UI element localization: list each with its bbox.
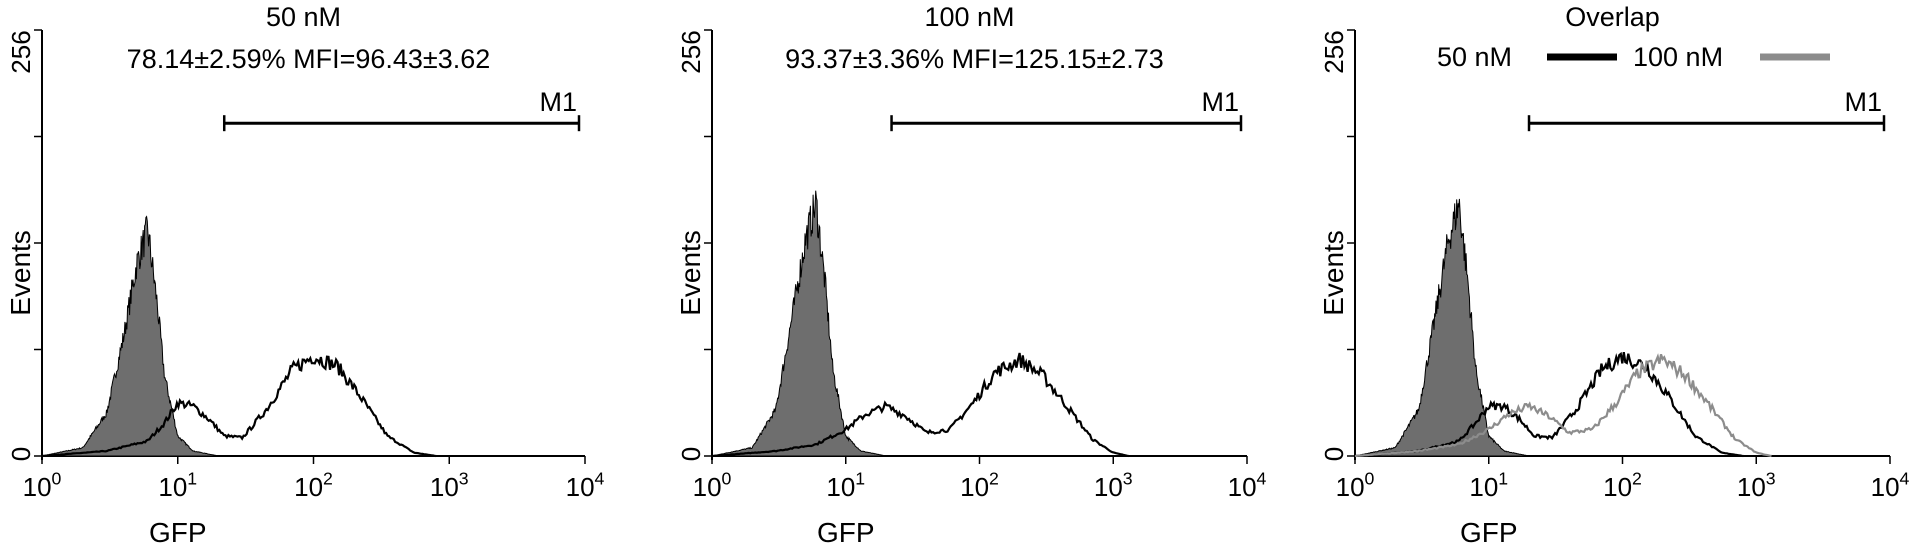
x-tick-label: 100 [1336, 468, 1375, 502]
x-tick-label: 103 [1737, 468, 1776, 502]
panel-title: Overlap [1565, 2, 1660, 32]
panel-title: 100 nM [924, 2, 1014, 32]
histogram-panel-2: 100 101 102 103 104 256 0 Events GFP 100 nM 93.37±… [675, 2, 1267, 548]
x-tick-label: 104 [1871, 468, 1910, 502]
control-histogram [1354, 198, 1530, 457]
marker-m1-label: M1 [1844, 87, 1882, 117]
y-tick-label: 0 [1319, 447, 1349, 461]
y-axis-label: Events [5, 230, 36, 316]
y-tick-label: 0 [6, 447, 36, 461]
x-axis-label: GFP [817, 517, 875, 548]
series-line-100nm [1354, 353, 1772, 458]
control-histogram [41, 215, 219, 457]
x-tick-label: 103 [1094, 468, 1133, 502]
legend-label-100nm: 100 nM [1633, 42, 1723, 72]
sample-histogram [41, 355, 437, 458]
y-axis-label: Events [1318, 230, 1349, 316]
control-histogram [711, 190, 887, 457]
panel-title: 50 nM [266, 2, 341, 32]
x-tick-label: 102 [294, 468, 333, 502]
x-tick-label: 104 [1228, 468, 1267, 502]
x-tick-label: 102 [960, 468, 999, 502]
y-tick-label: 256 [1319, 30, 1349, 73]
marker-m1-label: M1 [1201, 87, 1239, 117]
x-tick-label: 100 [693, 468, 732, 502]
histogram-panel-1: 100 101 102 103 104 256 0 Events GFP 50 nM 78.14±2… [5, 2, 605, 548]
x-tick-label: 102 [1603, 468, 1642, 502]
x-axis-label: GFP [149, 517, 207, 548]
x-tick-label: 100 [23, 468, 62, 502]
legend: 50 nM 100 nM [1437, 42, 1830, 72]
histogram-panel-3: 100 101 102 103 104 256 0 Events GFP Overlap 50 nM… [1318, 2, 1910, 548]
x-tick-label: 101 [1469, 468, 1508, 502]
y-axis-label: Events [675, 230, 706, 316]
panel-subtitle: 78.14±2.59% MFI=96.43±3.62 [127, 44, 491, 74]
sample-histogram [711, 352, 1129, 458]
y-tick-label: 256 [6, 30, 36, 73]
x-tick-label: 104 [566, 468, 605, 502]
x-tick-label: 101 [826, 468, 865, 502]
y-tick-label: 0 [676, 447, 706, 461]
y-tick-label: 256 [676, 30, 706, 73]
x-tick-label: 103 [430, 468, 469, 502]
x-tick-label: 101 [158, 468, 197, 502]
marker-m1-label: M1 [539, 87, 577, 117]
panel-subtitle: 93.37±3.36% MFI=125.15±2.73 [785, 44, 1164, 74]
x-axis-label: GFP [1460, 517, 1518, 548]
legend-label-50nm: 50 nM [1437, 42, 1512, 72]
